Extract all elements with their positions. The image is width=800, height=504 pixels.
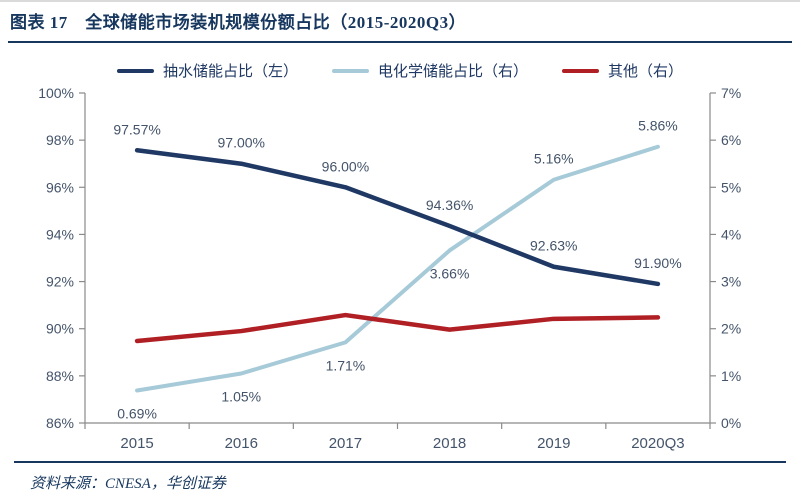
chart-axes <box>84 93 711 424</box>
top-border <box>0 0 800 2</box>
svg-text:96%: 96% <box>46 179 74 195</box>
svg-text:5.16%: 5.16% <box>534 151 574 167</box>
svg-text:5%: 5% <box>721 179 741 195</box>
svg-text:97.00%: 97.00% <box>218 135 265 151</box>
legend-item-electrochemical: 电化学储能占比（右） <box>331 60 528 81</box>
y-axis-right: 0% 1% 2% 3% 4% 5% 6% 7% <box>710 86 741 431</box>
y-axis-left: 86% 88% 90% 92% 94% 96% 98% 100% <box>38 86 85 431</box>
svg-text:94.36%: 94.36% <box>426 197 473 213</box>
legend-item-label: 电化学储能占比（右） <box>377 63 528 80</box>
svg-text:92.63%: 92.63% <box>530 238 577 254</box>
svg-text:2019: 2019 <box>537 435 570 452</box>
svg-text:4%: 4% <box>721 226 741 242</box>
svg-text:1%: 1% <box>721 368 741 384</box>
series-other <box>134 312 661 344</box>
svg-text:2017: 2017 <box>329 435 362 452</box>
svg-text:98%: 98% <box>46 132 74 148</box>
svg-text:1.71%: 1.71% <box>326 357 366 373</box>
source-note: 资料来源：CNESA，华创证券 <box>30 476 226 492</box>
data-labels: 97.57% 97.00% 96.00% 94.36% 92.63% 91.90% 0.69… <box>113 118 681 422</box>
svg-text:97.57%: 97.57% <box>113 121 160 137</box>
svg-text:2016: 2016 <box>225 435 258 452</box>
x-axis: 2015 2016 2017 2018 2019 2020Q3 <box>84 423 711 452</box>
chart-svg: 86% 88% 90% 92% 94% 96% 98% 100% 0% 1% 2% 3% 4% 5% 6% 7… <box>38 86 741 452</box>
svg-text:94%: 94% <box>46 226 74 242</box>
svg-text:2020Q3: 2020Q3 <box>631 435 684 452</box>
title-divider <box>8 41 792 43</box>
svg-text:3.66%: 3.66% <box>430 265 470 281</box>
svg-text:3%: 3% <box>721 274 741 290</box>
svg-text:92%: 92% <box>46 274 74 290</box>
legend-line-swatch <box>116 68 154 73</box>
svg-text:91.90%: 91.90% <box>634 255 681 271</box>
series-pumped-storage <box>134 148 661 287</box>
legend-item-other: 其他（右） <box>562 60 683 81</box>
svg-text:96.00%: 96.00% <box>322 158 369 174</box>
legend-item-label: 其他（右） <box>608 63 684 80</box>
svg-text:2018: 2018 <box>433 435 466 452</box>
svg-text:90%: 90% <box>46 321 74 337</box>
legend-line-swatch <box>562 68 599 73</box>
svg-text:6%: 6% <box>721 132 741 148</box>
footer-divider <box>14 461 786 463</box>
svg-text:7%: 7% <box>721 86 741 101</box>
svg-text:1.05%: 1.05% <box>221 389 261 405</box>
legend-line-swatch <box>331 68 369 73</box>
svg-text:0%: 0% <box>721 415 741 431</box>
svg-text:2015: 2015 <box>120 435 153 452</box>
series-electrochemical <box>135 144 660 393</box>
chart-legend: 抽水储能占比（左） 电化学储能占比（右） 其他（右） <box>0 60 800 81</box>
svg-text:88%: 88% <box>46 368 74 384</box>
figure-title: 图表 17 全球储能市场装机规模份额占比（2015-2020Q3） <box>10 13 467 32</box>
legend-item-pumped-storage: 抽水储能占比（左） <box>116 60 298 81</box>
legend-item-label: 抽水储能占比（左） <box>162 63 298 80</box>
svg-text:100%: 100% <box>38 86 74 101</box>
svg-text:0.69%: 0.69% <box>117 405 157 421</box>
svg-text:5.86%: 5.86% <box>638 118 678 134</box>
svg-text:86%: 86% <box>46 415 74 431</box>
svg-text:2%: 2% <box>721 321 741 337</box>
